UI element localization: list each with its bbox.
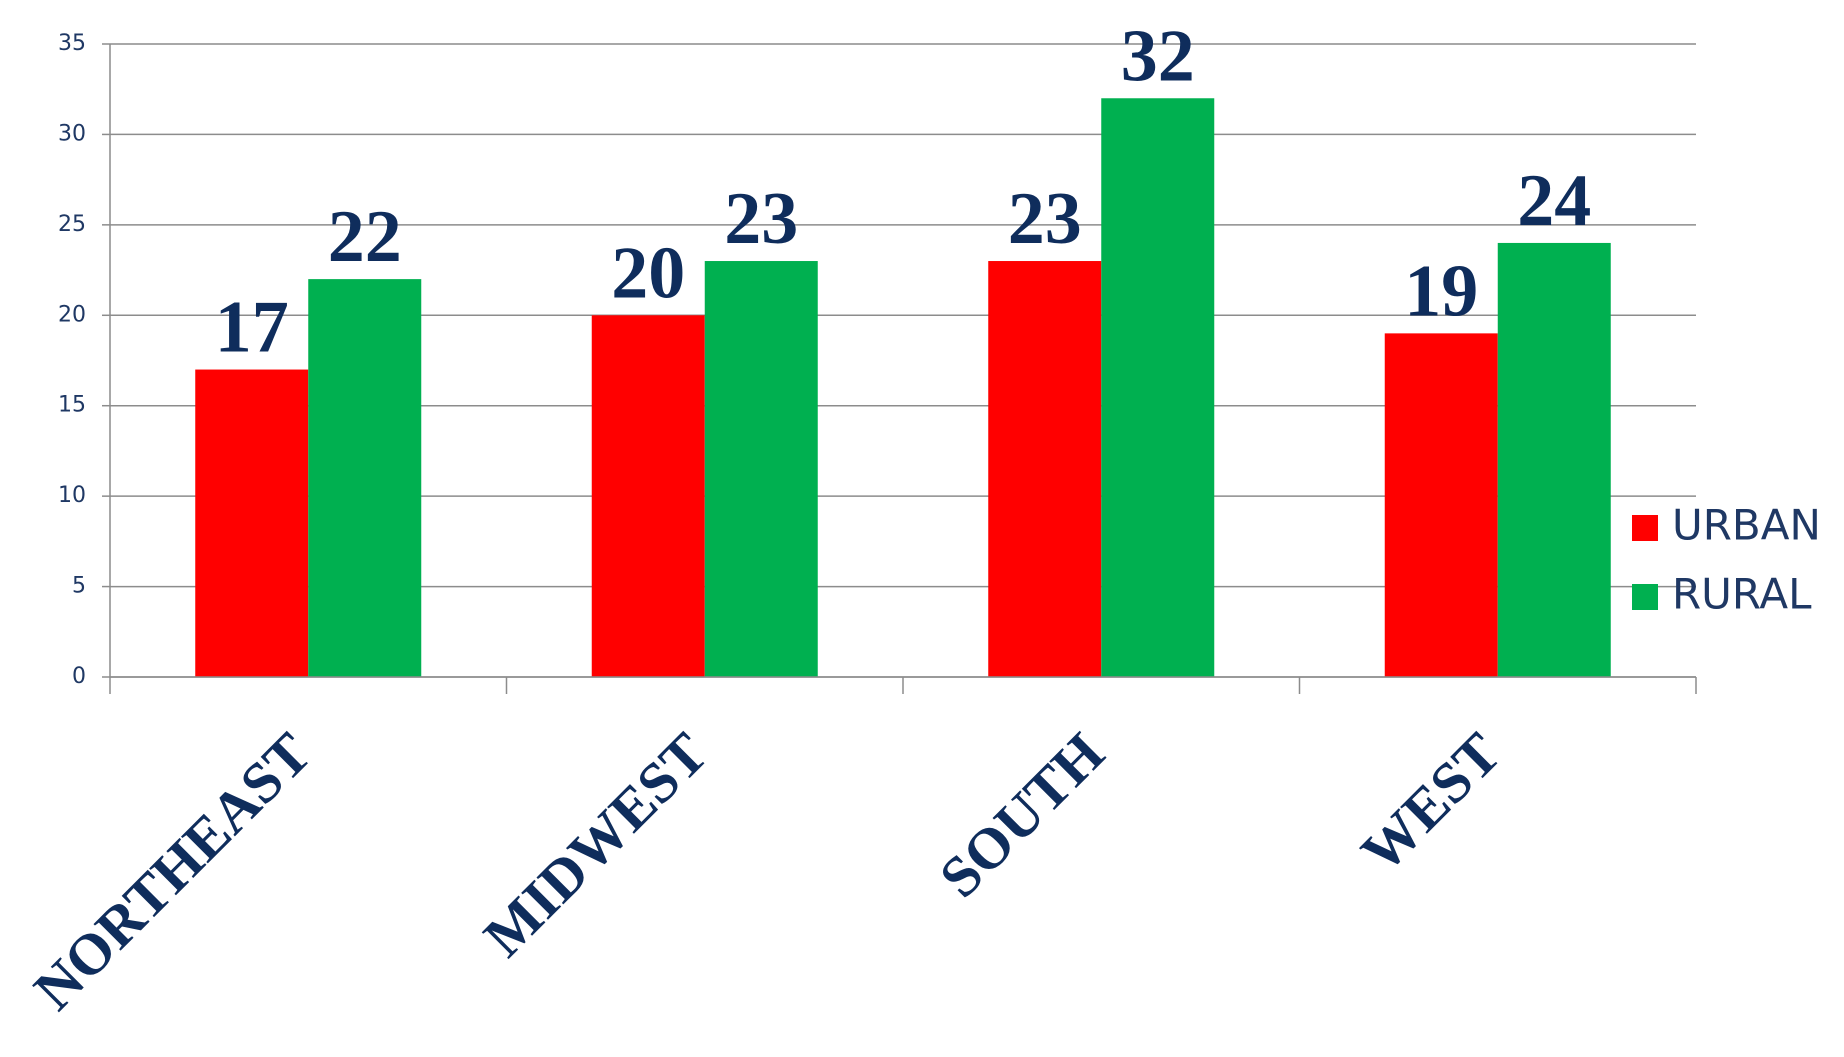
data-label: 22 bbox=[328, 196, 402, 278]
bar bbox=[1101, 98, 1215, 677]
data-label: 24 bbox=[1517, 160, 1591, 242]
bar bbox=[1384, 333, 1498, 677]
bar bbox=[704, 261, 818, 677]
y-tick-label: 15 bbox=[58, 393, 86, 418]
data-label: 23 bbox=[1008, 178, 1082, 260]
data-label: 32 bbox=[1121, 15, 1195, 97]
data-label: 20 bbox=[611, 232, 685, 314]
legend-swatch bbox=[1632, 584, 1658, 610]
y-tick-label: 25 bbox=[58, 212, 86, 237]
x-tick-label: SOUTH bbox=[927, 720, 1117, 910]
y-tick-label: 0 bbox=[72, 664, 86, 689]
y-tick-label: 10 bbox=[58, 483, 86, 508]
bar bbox=[195, 369, 309, 677]
legend-label: URBAN bbox=[1672, 501, 1821, 550]
bar bbox=[1497, 242, 1611, 677]
bar bbox=[308, 279, 422, 677]
bar bbox=[988, 261, 1102, 677]
legend-label: RURAL bbox=[1672, 570, 1812, 619]
y-tick-label: 30 bbox=[58, 121, 86, 146]
x-tick-label: WEST bbox=[1348, 720, 1513, 885]
legend-swatch bbox=[1632, 515, 1658, 541]
y-tick-label: 20 bbox=[58, 302, 86, 327]
bar bbox=[591, 315, 705, 677]
x-tick-label: MIDWEST bbox=[471, 720, 720, 969]
data-label: 17 bbox=[215, 287, 289, 369]
y-tick-label: 5 bbox=[72, 574, 86, 599]
x-tick-label: NORTHEAST bbox=[21, 720, 323, 1022]
data-label: 19 bbox=[1404, 250, 1478, 332]
y-tick-label: 35 bbox=[58, 31, 86, 56]
data-label: 23 bbox=[724, 178, 798, 260]
